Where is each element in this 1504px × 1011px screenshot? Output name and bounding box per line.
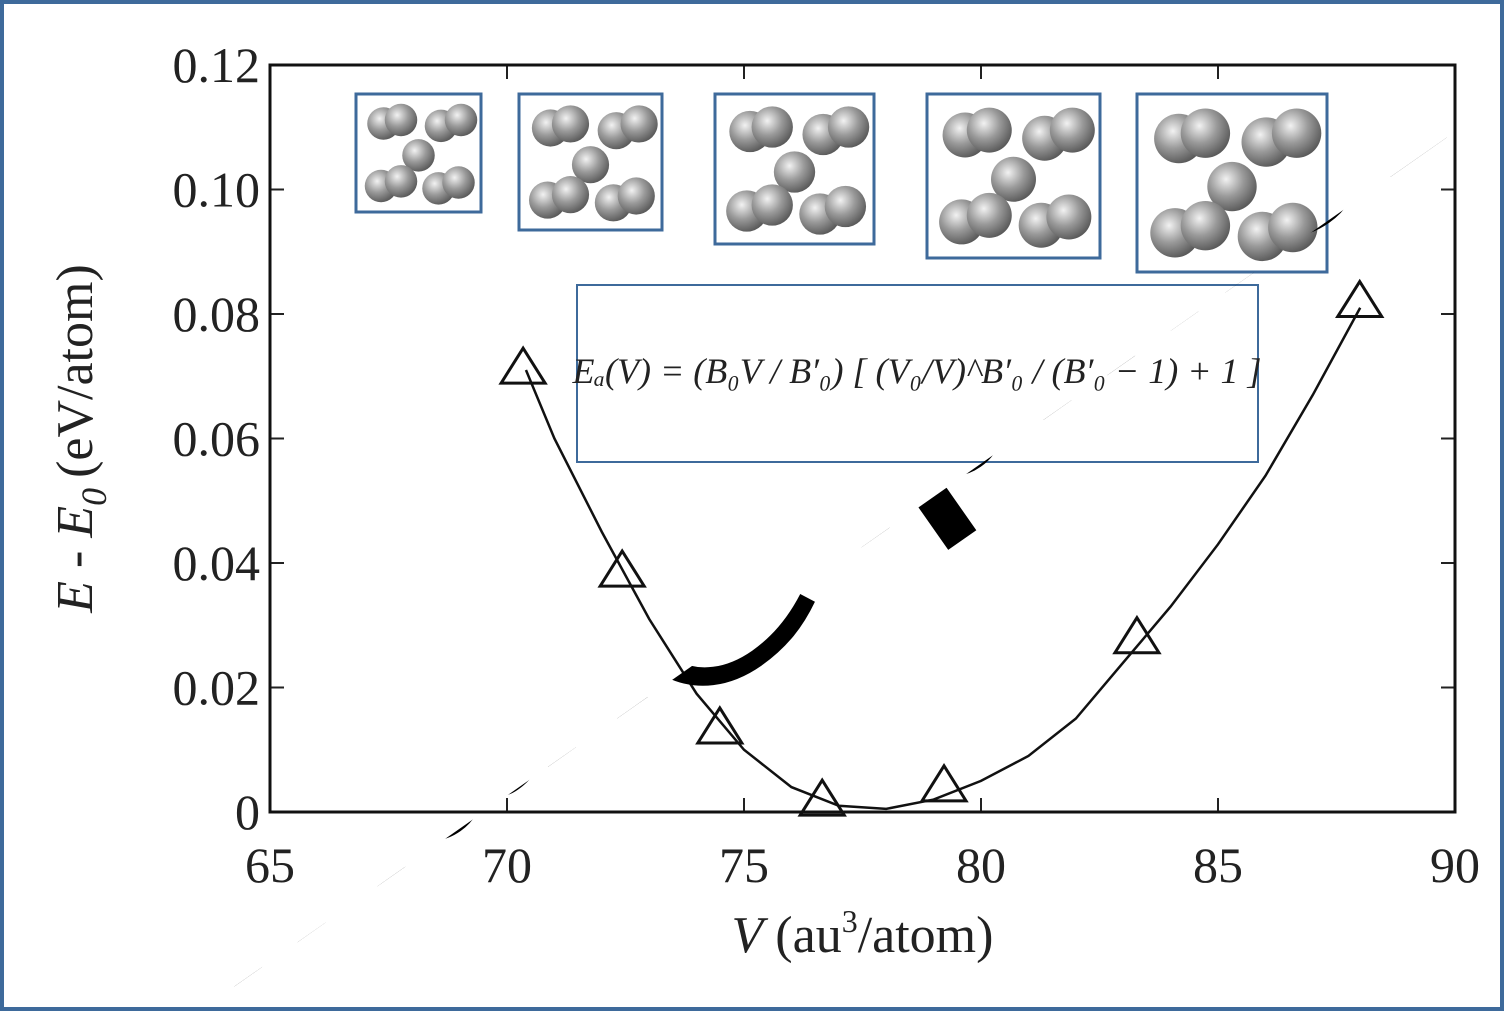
y-tick-label: 0.12 <box>173 37 261 93</box>
y-axis-label: E - E0 (eV/atom) <box>47 264 114 614</box>
atom <box>385 104 418 136</box>
x-tick-label: 80 <box>956 837 1006 893</box>
atom <box>442 166 475 199</box>
atom <box>967 108 1012 153</box>
atom <box>445 104 478 136</box>
y-label-var: E - E <box>47 506 104 614</box>
y-label-sub: 0 <box>74 488 114 506</box>
y-tick-label: 0.04 <box>173 535 261 591</box>
atom <box>828 106 869 147</box>
atom <box>752 184 793 225</box>
atom <box>967 193 1012 238</box>
x-tick-label: 85 <box>1193 837 1243 893</box>
atom <box>1050 108 1095 153</box>
x-label-var: V <box>732 907 769 964</box>
x-label-sup: 3 <box>842 903 858 939</box>
x-tick-label: 65 <box>245 837 295 893</box>
y-tick-label: 0.08 <box>173 286 261 342</box>
y-tick-label: 0.06 <box>173 411 261 467</box>
y-tick-label: 0 <box>235 784 260 840</box>
atom <box>385 165 418 198</box>
atom <box>621 105 658 142</box>
atom <box>552 176 589 213</box>
atom <box>1181 108 1230 157</box>
y-tick-label: 0.10 <box>173 162 261 218</box>
x-label-pre: (au <box>775 907 841 964</box>
atom <box>1181 201 1230 250</box>
atom <box>618 177 655 214</box>
atom <box>1272 108 1321 157</box>
atom <box>825 186 866 227</box>
x-tick-label: 75 <box>719 837 769 893</box>
atom <box>752 106 793 147</box>
y-label-unit: (eV/atom) <box>47 264 104 478</box>
atom <box>552 105 589 142</box>
chart: Eₐ(V) = (B₀V / B′₀) [ (V₀/V)^B′₀ / (B′₀ … <box>0 0 1504 1011</box>
y-tick-label: 0.02 <box>173 660 261 716</box>
atom <box>1046 195 1091 240</box>
x-tick-label: 90 <box>1430 837 1480 893</box>
x-label-post: /atom) <box>858 907 994 964</box>
